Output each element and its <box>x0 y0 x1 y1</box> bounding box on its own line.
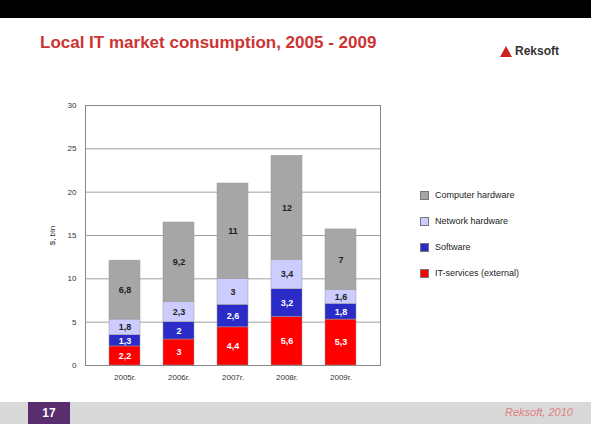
html-text:Local IT market consumption, 2: Local IT market consumption, 2005 - 2009 <box>40 33 377 52</box>
svg-text:1,8: 1,8 <box>119 322 132 332</box>
svg-text:12: 12 <box>282 203 292 213</box>
svg-text:15: 15 <box>68 231 77 240</box>
svg-text:11: 11 <box>228 226 238 236</box>
html-text:17: 17 <box>42 406 56 420</box>
svg-text:1,8: 1,8 <box>335 307 348 317</box>
svg-text:4,4: 4,4 <box>227 341 240 351</box>
html-text:Computer hardware: Computer hardware <box>435 190 515 200</box>
svg-text:25: 25 <box>68 144 77 153</box>
svg-text:2008г.: 2008г. <box>276 373 298 382</box>
svg-text:2,2: 2,2 <box>119 351 132 361</box>
svg-text:2: 2 <box>176 326 181 336</box>
html-text:Network hardware: Network hardware <box>435 216 508 226</box>
html-text:Reksoft: Reksoft <box>515 44 559 58</box>
svg-text:5,6: 5,6 <box>281 336 294 346</box>
svg-text:5: 5 <box>72 318 77 327</box>
html-text:IT-services (external): IT-services (external) <box>435 268 519 278</box>
svg-text:3: 3 <box>176 347 181 357</box>
svg-text:2005г.: 2005г. <box>114 373 136 382</box>
svg-text:2,3: 2,3 <box>173 307 186 317</box>
svg-text:1,3: 1,3 <box>119 336 132 346</box>
svg-text:1,6: 1,6 <box>335 292 348 302</box>
svg-text:10: 10 <box>68 274 77 283</box>
svg-text:20: 20 <box>68 188 77 197</box>
html-text:Software: Software <box>435 242 471 252</box>
svg-text:5,3: 5,3 <box>335 337 348 347</box>
svg-text:2009г.: 2009г. <box>330 373 352 382</box>
svg-text:3,4: 3,4 <box>281 269 294 279</box>
svg-text:3,2: 3,2 <box>281 298 294 308</box>
svg-text:7: 7 <box>338 255 343 265</box>
svg-text:$, bln: $, bln <box>48 226 57 246</box>
html-text:Reksoft, 2010: Reksoft, 2010 <box>505 406 573 418</box>
svg-text:3: 3 <box>230 287 235 297</box>
svg-text:2,6: 2,6 <box>227 311 240 321</box>
svg-text:2006г.: 2006г. <box>168 373 190 382</box>
svg-text:0: 0 <box>72 361 77 370</box>
svg-text:9,2: 9,2 <box>173 257 186 267</box>
svg-text:2007г.: 2007г. <box>222 373 244 382</box>
svg-text:6,8: 6,8 <box>119 285 132 295</box>
svg-text:30: 30 <box>68 101 77 110</box>
